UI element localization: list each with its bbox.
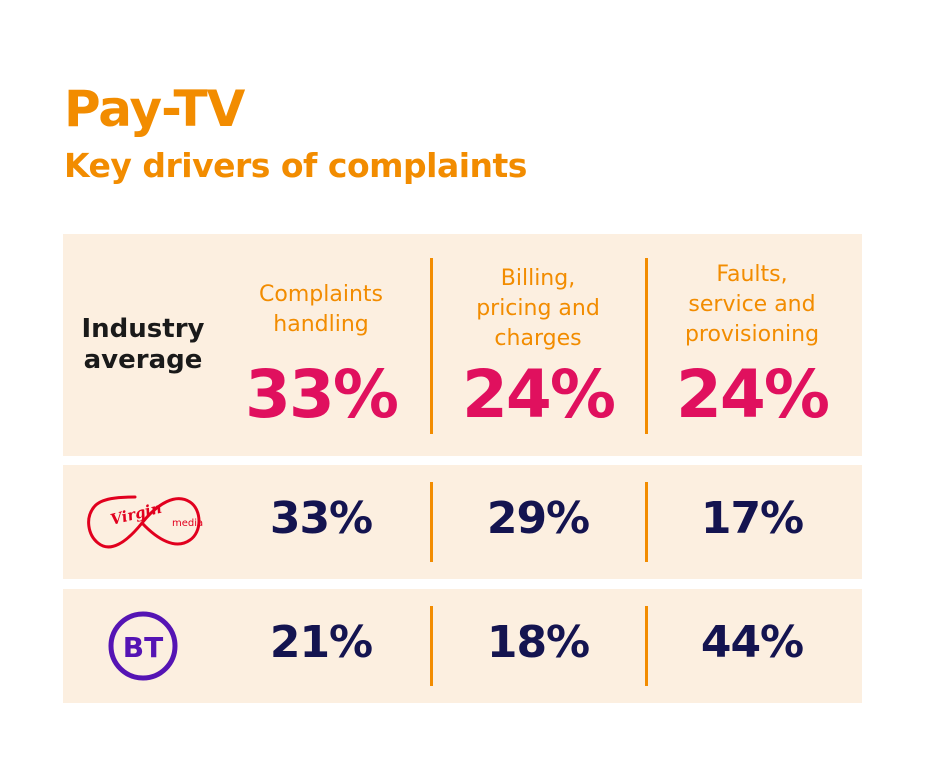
category-label-line: pricing and — [476, 295, 600, 321]
virgin-media-row: Virgin media 33% 29% 17% — [63, 465, 862, 579]
bt-value-faults: 44% — [700, 617, 804, 668]
virgin-logo-wordmark: Virgin — [109, 499, 164, 529]
column-divider — [645, 482, 648, 562]
column-divider — [645, 606, 648, 686]
category-label-faults: Faults, service and provisioning — [647, 260, 857, 350]
media-logo-wordmark: media — [172, 518, 203, 529]
column-divider — [430, 606, 433, 686]
bt-logo-ring — [108, 611, 178, 681]
category-label-complaints-handling: Complaints handling — [216, 280, 426, 340]
bt-logo: BT — [108, 611, 178, 681]
industry-value-faults: 24% — [676, 356, 830, 433]
category-label-line: Complaints — [259, 282, 383, 307]
bt-row: BT 21% 18% 44% — [63, 589, 862, 703]
virgin-value-billing: 29% — [486, 493, 590, 544]
category-label-line: Billing, — [500, 266, 576, 291]
column-divider — [430, 258, 433, 434]
industry-value-complaints-handling: 33% — [245, 356, 399, 433]
category-label-line: charges — [494, 325, 582, 351]
bt-value-billing: 18% — [486, 617, 590, 668]
bt-logo-wordmark: BT — [123, 631, 163, 664]
column-divider — [430, 482, 433, 562]
category-label-line: handling — [273, 311, 369, 337]
category-label-line: Faults, — [716, 262, 788, 287]
category-label-billing: Billing, pricing and charges — [433, 264, 643, 354]
virgin-media-logo: Virgin media — [87, 495, 203, 549]
industry-average-label: Industry average — [63, 314, 223, 375]
industry-average-row: Industry average Complaints handling Bil… — [63, 234, 862, 456]
page-subtitle: Key drivers of complaints — [64, 146, 527, 185]
column-divider — [645, 258, 648, 434]
category-label-line: provisioning — [684, 321, 820, 347]
industry-value-billing: 24% — [462, 356, 616, 433]
page-title: Pay-TV — [64, 80, 245, 138]
industry-average-label-line-1: Industry — [81, 314, 205, 344]
virgin-value-faults: 17% — [700, 493, 804, 544]
virgin-value-complaints-handling: 33% — [269, 493, 373, 544]
virgin-infinity-swoosh — [87, 495, 201, 549]
industry-average-label-line-2: average — [83, 344, 203, 375]
category-label-line: service and — [688, 291, 816, 317]
bt-value-complaints-handling: 21% — [269, 617, 373, 668]
